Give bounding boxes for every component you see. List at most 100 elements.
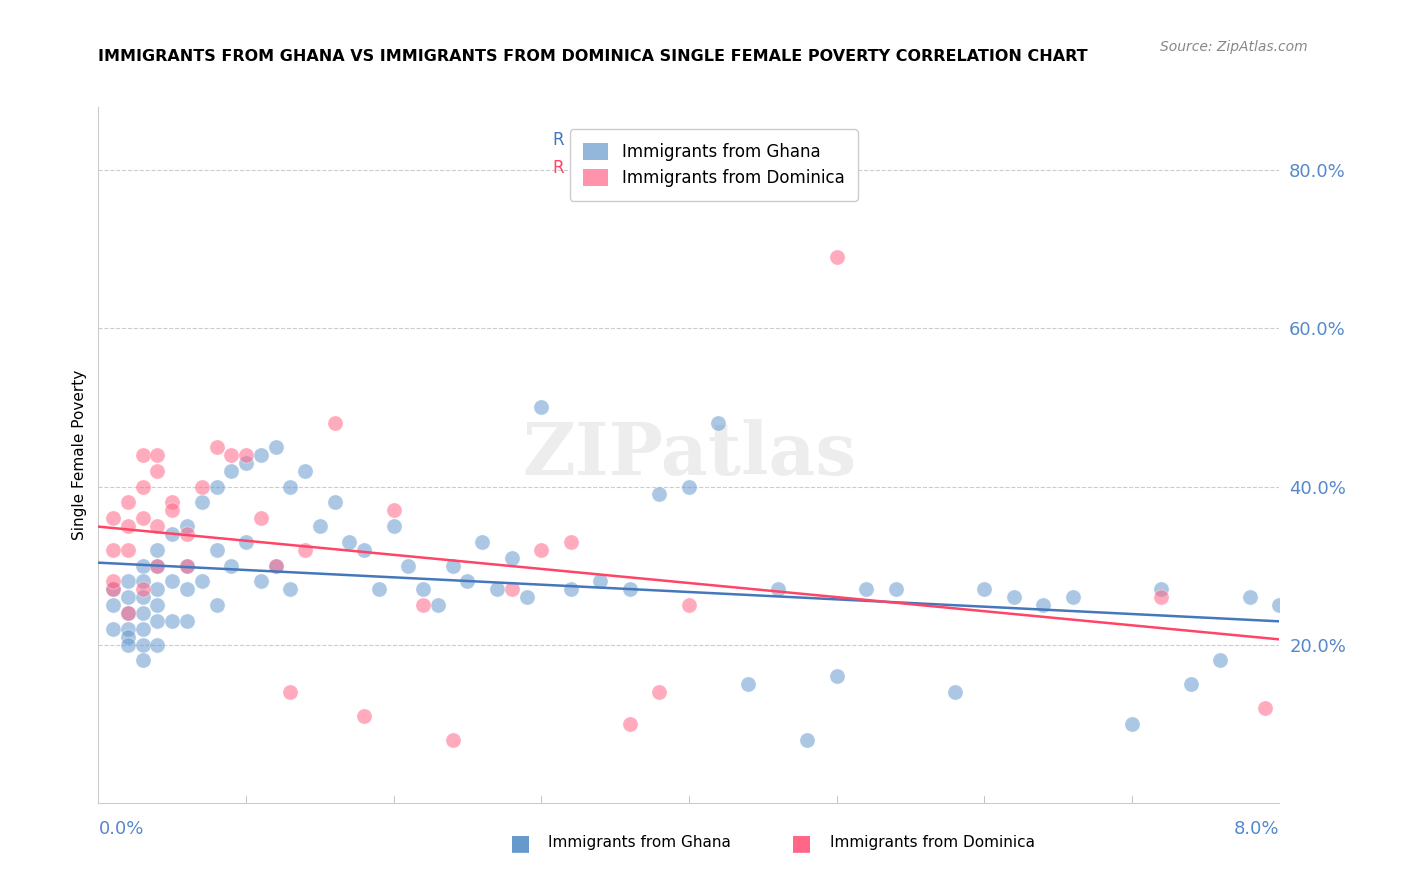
Point (117, 591, 139, 605)
Point (146, 558, 169, 573)
Point (191, 495, 214, 509)
Point (146, 542, 169, 557)
Text: Immigrants from Dominica: Immigrants from Dominica (830, 836, 1035, 850)
Text: ■: ■ (792, 833, 811, 853)
Point (1239, 591, 1261, 605)
Point (250, 574, 273, 589)
Point (973, 582, 995, 597)
Point (1180, 677, 1202, 691)
Point (323, 417, 346, 431)
Point (103, 574, 125, 589)
Point (1062, 591, 1084, 605)
Text: Source: ZipAtlas.com: Source: ZipAtlas.com (1160, 40, 1308, 54)
Point (1298, 669, 1320, 683)
Point (382, 519, 405, 533)
Point (162, 574, 183, 589)
Point (146, 464, 169, 478)
Point (337, 534, 360, 549)
Point (1032, 598, 1054, 612)
Point (176, 582, 198, 597)
Point (235, 534, 257, 549)
Point (619, 716, 641, 731)
Point (132, 558, 155, 573)
Point (205, 479, 228, 493)
Point (367, 582, 389, 597)
Point (146, 614, 169, 628)
Point (162, 527, 183, 541)
Y-axis label: Single Female Poverty: Single Female Poverty (72, 370, 87, 540)
Point (855, 582, 877, 597)
Point (103, 582, 125, 597)
Point (456, 574, 478, 589)
Point (117, 638, 139, 652)
Point (1209, 653, 1232, 667)
Point (264, 440, 287, 454)
Point (132, 479, 155, 493)
Point (382, 503, 405, 517)
Point (441, 558, 464, 573)
Point (146, 448, 169, 462)
Point (396, 558, 419, 573)
Point (1150, 591, 1173, 605)
Point (501, 582, 523, 597)
Point (825, 250, 848, 264)
Point (103, 582, 125, 597)
Point (441, 732, 464, 747)
Point (678, 479, 700, 493)
Point (117, 606, 139, 620)
Point (264, 558, 287, 573)
Point (176, 519, 198, 533)
Point (943, 685, 966, 699)
Point (235, 448, 257, 462)
Point (278, 479, 302, 493)
Point (132, 622, 155, 636)
Point (132, 606, 155, 620)
Point (117, 622, 139, 636)
Text: IMMIGRANTS FROM GHANA VS IMMIGRANTS FROM DOMINICA SINGLE FEMALE POVERTY CORRELAT: IMMIGRANTS FROM GHANA VS IMMIGRANTS FROM… (98, 49, 1088, 64)
Point (176, 558, 198, 573)
Point (146, 598, 169, 612)
Point (1150, 582, 1173, 597)
Text: R =  0.009   N = 85: R = 0.009 N = 85 (553, 131, 716, 149)
Point (308, 519, 332, 533)
Point (117, 495, 139, 509)
Point (219, 464, 242, 478)
Point (619, 582, 641, 597)
Point (412, 582, 434, 597)
Point (205, 440, 228, 454)
Point (426, 598, 449, 612)
Point (132, 638, 155, 652)
Point (132, 653, 155, 667)
Point (117, 519, 139, 533)
Point (162, 614, 183, 628)
Point (264, 558, 287, 573)
Point (1002, 591, 1025, 605)
Point (648, 685, 671, 699)
Point (103, 511, 125, 525)
Point (146, 582, 169, 597)
Point (560, 534, 582, 549)
Text: ■: ■ (510, 833, 530, 853)
Point (250, 511, 273, 525)
Text: Immigrants from Ghana: Immigrants from Ghana (548, 836, 731, 850)
Text: ZIPatlas: ZIPatlas (522, 419, 856, 491)
Point (191, 574, 214, 589)
Point (117, 606, 139, 620)
Text: 0.0%: 0.0% (98, 820, 143, 838)
Point (1121, 716, 1143, 731)
Point (146, 519, 169, 533)
Point (146, 558, 169, 573)
Point (678, 598, 700, 612)
Point (132, 591, 155, 605)
Point (278, 685, 302, 699)
Point (205, 542, 228, 557)
Point (132, 574, 155, 589)
Point (294, 542, 316, 557)
Point (162, 503, 183, 517)
Point (132, 582, 155, 597)
Point (117, 630, 139, 644)
Point (353, 542, 375, 557)
Point (294, 464, 316, 478)
Point (796, 732, 818, 747)
Point (205, 598, 228, 612)
